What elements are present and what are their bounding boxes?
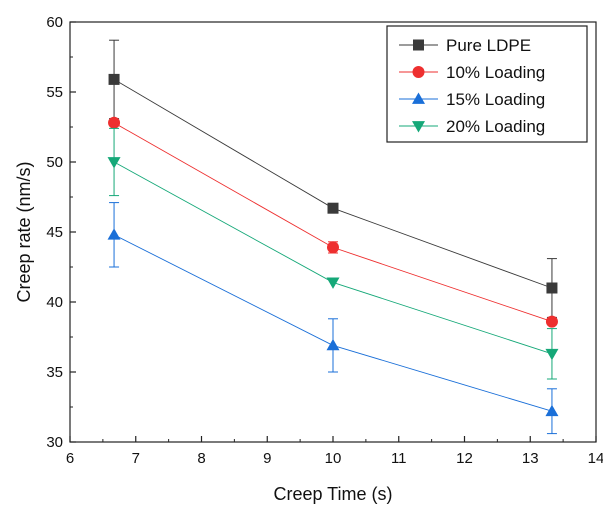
y-axis-title: Creep rate (nm/s) [14,161,34,302]
x-tick-label: 10 [325,450,342,467]
data-point [546,282,558,294]
data-point [327,202,339,214]
legend-marker [412,92,425,104]
x-tick-label: 8 [197,450,205,467]
series-15-loading [107,202,559,435]
y-tick-label: 45 [46,224,63,241]
x-tick-label: 7 [132,450,140,467]
legend-label: 20% Loading [446,117,545,136]
x-tick-label: 12 [456,450,473,467]
y-tick-label: 55 [46,84,63,101]
x-tick-label: 9 [263,450,271,467]
series-20-loading [107,127,559,380]
legend-marker [413,39,424,51]
data-point [107,157,121,169]
data-point [108,73,120,85]
series-line [113,122,553,323]
data-point [107,228,121,240]
y-axis-ticks: 30 35 40 45 50 55 60 [46,14,76,451]
data-point [326,338,340,351]
y-tick-label: 40 [46,294,63,311]
data-point [545,315,558,328]
plot-area: 6 7 8 9 10 11 12 13 14 30 35 40 45 50 55 60 [46,14,603,467]
x-tick-label: 13 [522,450,539,467]
data-point [545,404,559,417]
data-point [326,277,340,289]
y-tick-label: 30 [46,434,63,451]
y-tick-label: 60 [46,14,63,31]
x-tick-label: 6 [66,450,74,467]
legend-marker [412,121,425,133]
data-point [545,348,559,361]
x-axis-title: Creep Time (s) [273,484,392,504]
legend-marker [412,66,425,78]
series-layer [107,39,559,435]
x-axis-ticks: 6 7 8 9 10 11 12 13 14 [66,436,603,467]
data-point [108,116,121,129]
series-10-loading [108,116,558,328]
y-tick-label: 35 [46,364,63,381]
x-tick-label: 14 [588,450,603,467]
legend-label: Pure LDPE [446,36,531,55]
x-tick-label: 11 [391,450,407,467]
y-tick-label: 50 [46,154,63,171]
data-point [327,241,339,254]
legend-label: 15% Loading [446,90,545,109]
legend: Pure LDPE 10% Loading 15% Loading 20% Loadi… [386,25,588,143]
legend-label: 10% Loading [446,63,545,82]
